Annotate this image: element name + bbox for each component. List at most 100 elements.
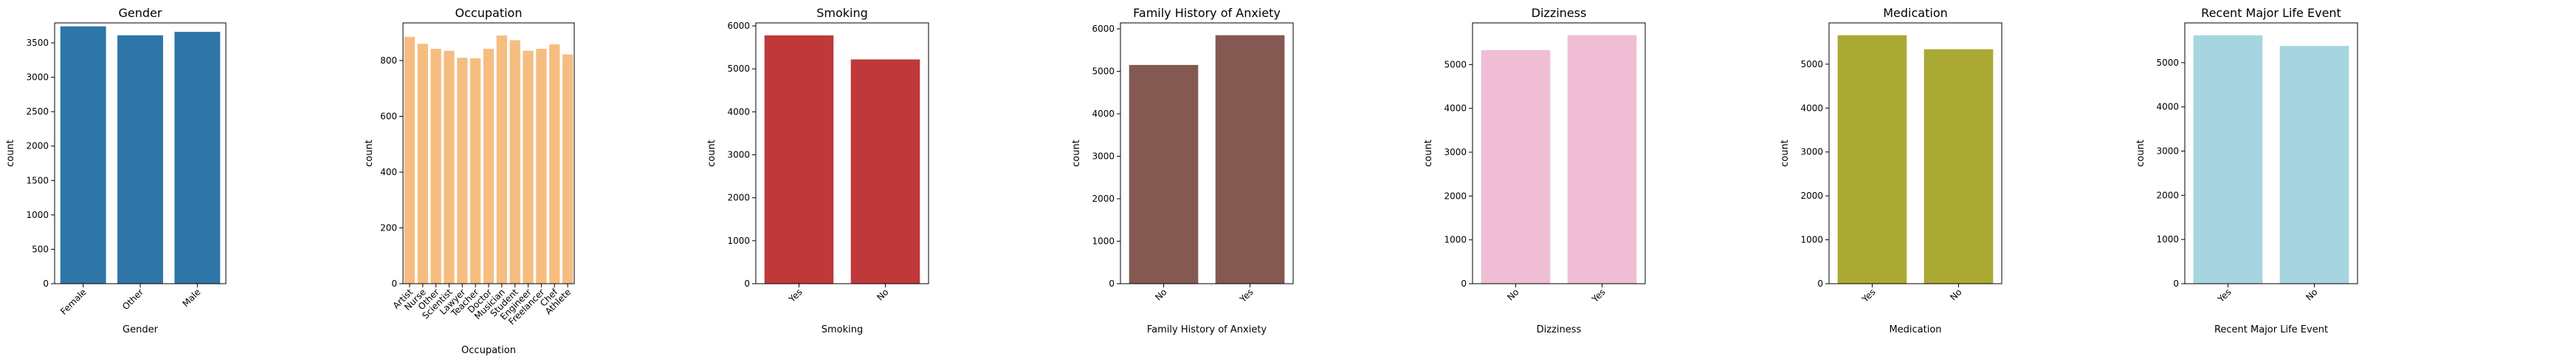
axes-frame: [755, 22, 929, 284]
y-tick-label: 3000: [727, 150, 750, 160]
y-tick-label: 200: [380, 222, 397, 233]
y-axis-label: count: [364, 140, 375, 167]
bar-engineer: [523, 50, 534, 284]
x-tick-label: No: [1505, 287, 1521, 302]
chart-panel-6: 0 1000 2000 3000 4000 5000 Yes No Recent Major L…: [2135, 6, 2358, 335]
chart-title: Family History of Anxiety: [1133, 6, 1281, 20]
x-axis-label: Gender: [123, 324, 159, 335]
bar-no: [1924, 49, 1994, 284]
y-tick-label: 2000: [727, 193, 750, 203]
y-tick-label: 0: [43, 279, 49, 289]
y-tick-label: 3000: [1092, 151, 1115, 162]
bar-female: [60, 26, 106, 284]
x-axis-label: Family History of Anxiety: [1147, 324, 1267, 335]
y-tick-label: 3000: [2156, 146, 2179, 157]
bar-yes: [764, 35, 834, 284]
y-tick-label: 3000: [26, 72, 49, 83]
y-tick-label: 1000: [1800, 235, 1823, 245]
x-tick-label: Female: [58, 287, 89, 317]
y-tick-label: 5000: [727, 64, 750, 74]
bar-doctor: [483, 49, 495, 284]
y-axis-label: count: [1423, 140, 1434, 167]
bar-scientist: [444, 50, 455, 284]
y-tick-label: 1000: [1092, 236, 1115, 247]
y-tick-label: 2000: [2156, 190, 2179, 200]
bar-other: [117, 35, 163, 284]
bar-chef: [549, 44, 560, 284]
x-tick-label: Other: [120, 287, 145, 312]
bar-athlete: [562, 54, 574, 284]
chart-panel-1: 0200400600800ArtistNurseOtherScientistLa…: [364, 6, 575, 356]
chart-panel-2: 0 1000 2000 3000 4000 5000 6000 Yes No Smoking Smo…: [706, 6, 929, 335]
y-tick-label: 0: [391, 279, 397, 289]
y-axis-label: count: [2135, 140, 2146, 167]
x-tick-label: Yes: [1237, 287, 1255, 304]
bar-lawyer: [457, 58, 468, 284]
y-tick-label: 600: [380, 111, 397, 121]
y-tick-label: 1000: [2156, 234, 2179, 245]
x-axis-label: Recent Major Life Event: [2214, 324, 2328, 335]
y-tick-label: 3000: [1800, 147, 1823, 157]
y-tick-label: 2500: [26, 106, 49, 117]
y-tick-label: 1000: [26, 210, 49, 220]
y-tick-label: 5000: [1800, 59, 1823, 69]
bar-yes: [1837, 35, 1907, 284]
chart-title: Recent Major Life Event: [2201, 6, 2341, 20]
y-tick-label: 0: [2173, 279, 2179, 289]
y-tick-label: 3000: [1444, 147, 1467, 157]
bar-teacher: [470, 58, 481, 284]
y-tick-label: 3500: [26, 38, 49, 48]
y-tick-label: 400: [380, 167, 397, 177]
y-tick-label: 800: [380, 55, 397, 66]
y-tick-label: 5000: [1444, 59, 1467, 69]
axes-frame: [402, 22, 575, 284]
y-axis-label: count: [5, 140, 16, 167]
bar-yes: [1567, 35, 1637, 284]
y-tick-label: 6000: [1092, 24, 1115, 34]
y-tick-label: 0: [1461, 279, 1467, 289]
y-tick-label: 1000: [727, 236, 750, 246]
bar-freelancer: [536, 49, 547, 284]
bar-yes: [1215, 35, 1285, 284]
x-tick-label: No: [1948, 287, 1963, 302]
x-tick-label: No: [875, 287, 890, 302]
bar-no: [2279, 46, 2349, 284]
chart-panel-4: 0 1000 2000 3000 4000 5000 No Yes Dizziness Dizzi…: [1423, 6, 1646, 335]
chart-title: Dizziness: [1532, 6, 1587, 20]
x-axis-label: Medication: [1889, 324, 1941, 335]
bar-musician: [496, 35, 507, 284]
chart-panel-0: 0 500 1000 1500 2000 2500 3000 3500 Female Other M…: [5, 6, 227, 335]
bar-nurse: [417, 44, 428, 284]
y-tick-label: 0: [1817, 279, 1823, 289]
y-tick-label: 4000: [1092, 109, 1115, 119]
bar-artist: [404, 36, 416, 284]
axes-frame: [54, 22, 227, 284]
axes-frame: [2184, 22, 2358, 284]
y-tick-label: 0: [1109, 279, 1115, 289]
y-tick-label: 4000: [2156, 102, 2179, 112]
x-tick-label: Male: [180, 287, 202, 309]
x-axis-label: Smoking: [822, 324, 864, 335]
y-tick-label: 4000: [1800, 103, 1823, 113]
y-tick-label: 2000: [1092, 194, 1115, 204]
x-tick-label: Yes: [786, 287, 804, 304]
bar-no: [850, 59, 920, 284]
bar-student: [509, 40, 520, 284]
chart-title: Occupation: [455, 6, 523, 20]
bar-no: [1481, 49, 1551, 284]
y-tick-label: 2000: [26, 141, 49, 151]
chart-panel-3: 0 1000 2000 3000 4000 5000 6000 No Yes Family His…: [1071, 6, 1294, 335]
x-axis-label: Occupation: [461, 345, 516, 356]
x-tick-label: No: [1153, 287, 1168, 302]
chart-title: Gender: [119, 6, 162, 20]
y-axis-label: count: [706, 140, 717, 167]
y-axis-label: count: [1071, 140, 1082, 167]
y-tick-label: 5000: [2156, 58, 2179, 68]
chart-title: Medication: [1883, 6, 1948, 20]
x-tick-label: Yes: [1859, 287, 1877, 304]
chart-panel-5: 0 1000 2000 3000 4000 5000 Yes No Medication Medi…: [1780, 6, 2002, 335]
y-tick-label: 0: [744, 279, 750, 289]
y-tick-label: 6000: [727, 21, 750, 31]
y-tick-label: 1000: [1444, 235, 1467, 245]
